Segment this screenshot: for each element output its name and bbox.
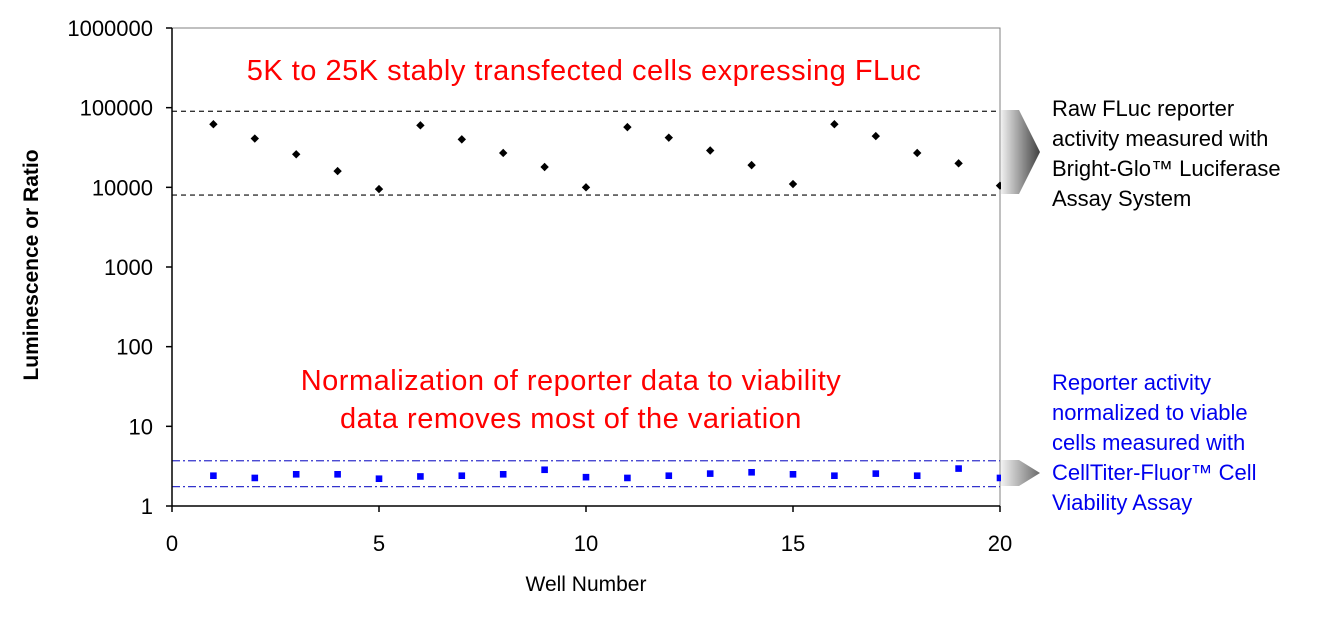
data-point [209, 120, 218, 129]
data-point [458, 472, 466, 480]
data-point [416, 121, 425, 130]
y-tick-label: 1 [141, 494, 153, 519]
data-point [955, 465, 962, 472]
data-point [375, 475, 383, 483]
normalized-series [210, 465, 1004, 483]
raw-label: Raw FLuc reporter activity measured with… [1052, 96, 1287, 211]
data-point [292, 150, 301, 159]
data-point [417, 473, 424, 480]
data-point [665, 472, 673, 480]
data-point [871, 131, 880, 141]
data-point [499, 148, 508, 158]
normalized-callout-arrow [1001, 460, 1040, 486]
data-point [374, 184, 384, 194]
x-tick-label: 10 [574, 531, 598, 556]
y-tick-label: 100000 [80, 96, 153, 121]
data-point [334, 470, 341, 478]
raw-label-line: activity measured with [1052, 126, 1268, 151]
data-point [251, 474, 259, 482]
x-tick-label: 20 [988, 531, 1012, 556]
data-point [830, 120, 839, 129]
reference-bands [172, 110, 1000, 488]
data-point [541, 466, 548, 474]
data-point [457, 135, 466, 144]
data-point [954, 159, 963, 168]
raw-label-line: Raw FLuc reporter [1052, 96, 1234, 121]
normalized-label-line: CellTiter-Fluor™ Cell [1052, 460, 1257, 485]
y-tick-label: 10 [129, 414, 153, 439]
x-axis-title: Well Number [526, 573, 647, 596]
y-tick-label: 1000000 [67, 16, 153, 41]
y-tick-label: 1000 [104, 255, 153, 280]
middle-annotation-line2: data removes most of the variation [340, 403, 802, 435]
raw-fluc-series [209, 120, 1005, 194]
data-point [624, 474, 631, 482]
normalized-label-line: Viability Assay [1052, 490, 1192, 515]
data-point [540, 162, 549, 172]
y-axis-title: Luminescence or Ratio [20, 149, 43, 380]
data-point [913, 472, 921, 480]
middle-annotation-line1: Normalization of reporter data to viabil… [301, 365, 842, 397]
x-tick-label: 0 [166, 531, 178, 556]
data-point [831, 472, 838, 480]
y-tick-label: 10000 [92, 175, 153, 200]
data-point [210, 472, 217, 480]
data-point [664, 133, 673, 142]
data-point [581, 183, 591, 192]
normalized-label-line: cells measured with [1052, 430, 1245, 455]
data-point [706, 146, 715, 155]
data-point [872, 470, 880, 477]
normalized-label: Reporter activity normalized to viable c… [1052, 370, 1263, 515]
normalized-label-line: Reporter activity [1052, 370, 1211, 395]
data-point [788, 179, 798, 189]
data-point [789, 470, 797, 478]
raw-callout-arrow [1001, 110, 1040, 194]
data-point [582, 473, 590, 481]
x-tick-label: 5 [373, 531, 385, 556]
raw-label-line: Assay System [1052, 186, 1191, 211]
data-point [706, 470, 714, 477]
data-point [748, 468, 755, 476]
data-point [747, 160, 756, 170]
y-tick-label: 100 [116, 335, 153, 360]
data-point [996, 474, 1004, 482]
plot-area [171, 27, 1001, 507]
x-ticks: 0 5 10 15 20 [166, 506, 1012, 556]
x-tick-label: 15 [781, 531, 805, 556]
top-annotation: 5K to 25K stably transfected cells expre… [247, 55, 922, 87]
data-point [292, 470, 300, 478]
y-ticks: 1 10 100 1000 10000 100000 1000000 [67, 16, 172, 519]
raw-label-line: Bright-Glo™ Luciferase [1052, 156, 1281, 181]
normalized-label-line: normalized to viable [1052, 400, 1248, 425]
data-point [623, 122, 632, 132]
data-point [250, 134, 259, 143]
data-point [499, 470, 507, 478]
data-point [913, 148, 922, 158]
data-point [333, 166, 342, 176]
